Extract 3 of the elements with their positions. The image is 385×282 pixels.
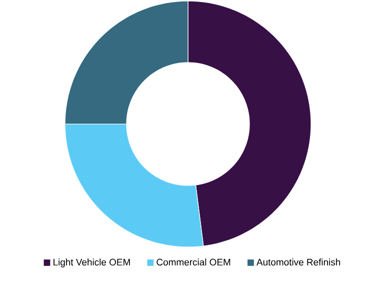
- legend-label: Commercial OEM: [156, 258, 230, 266]
- legend-label: Light Vehicle OEM: [54, 258, 130, 268]
- legend-label: Automotive Refinish: [256, 258, 340, 266]
